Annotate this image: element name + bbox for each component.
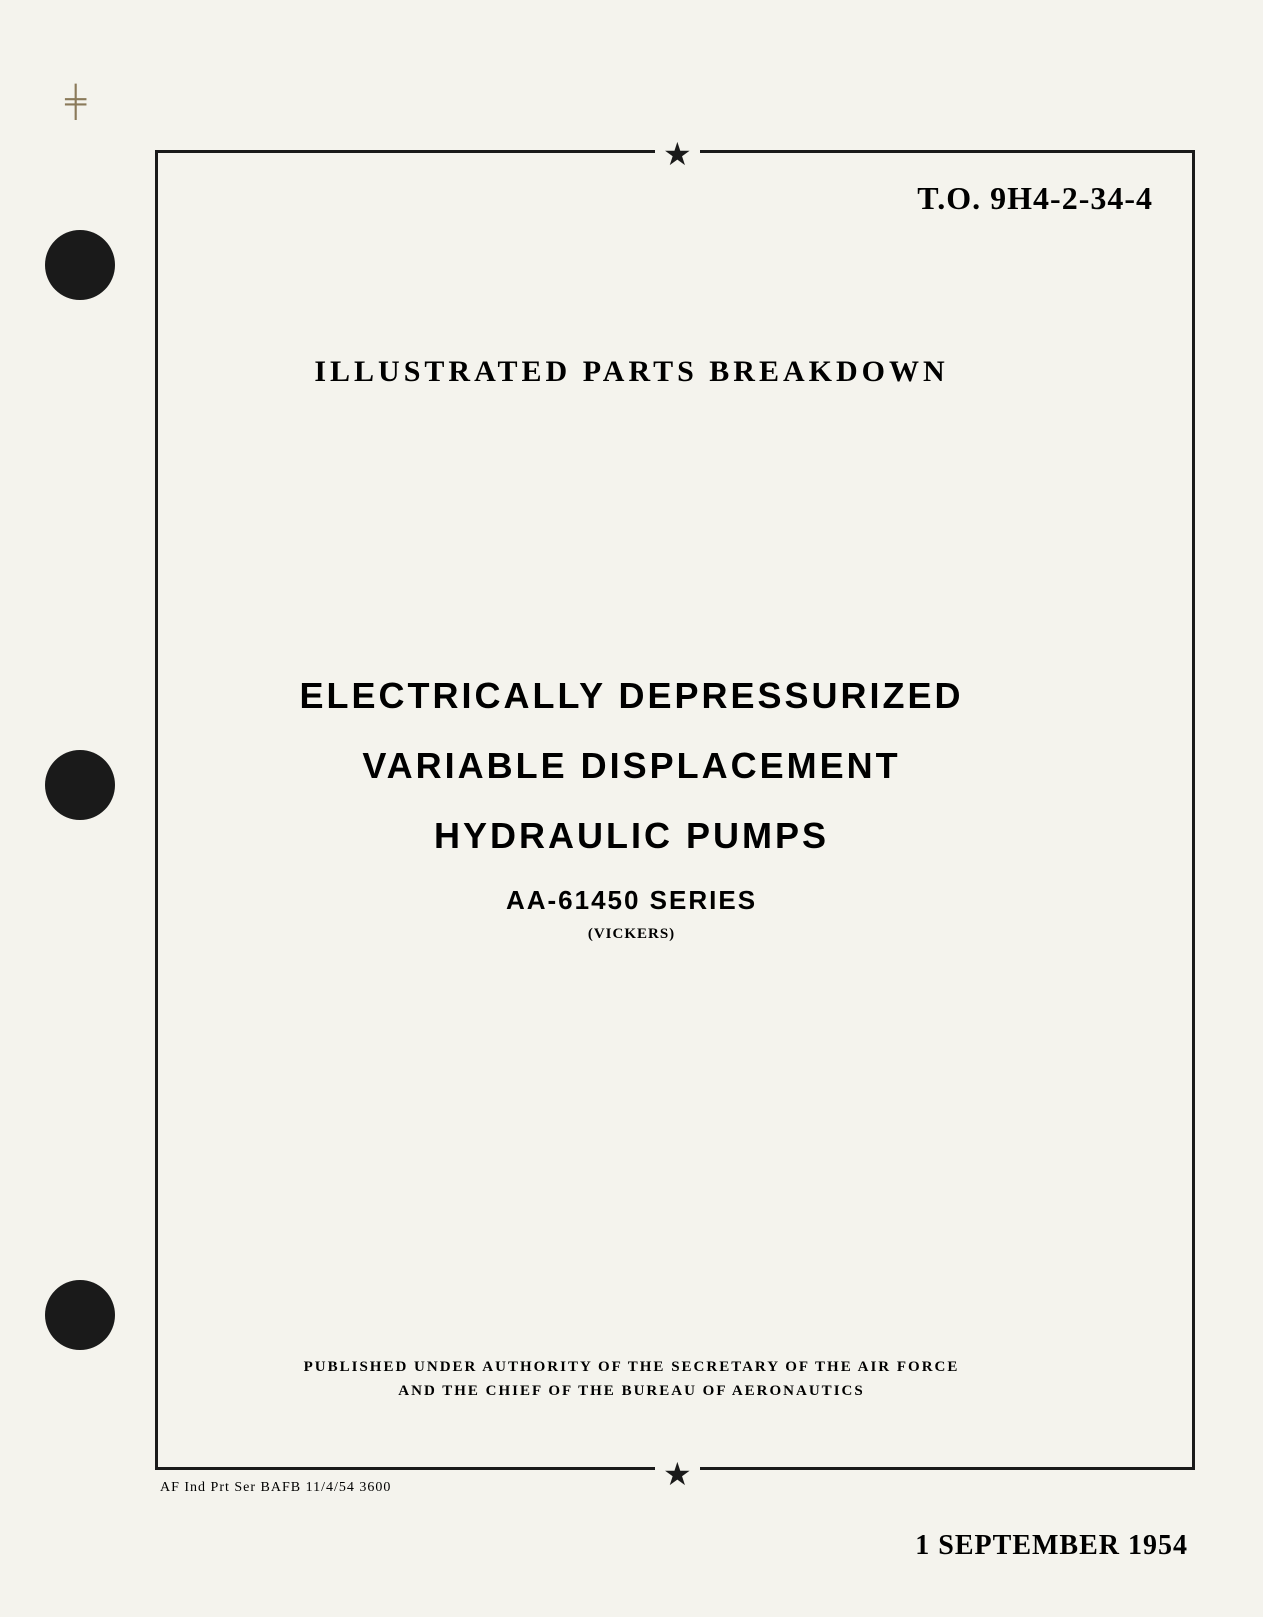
title-line: HYDRAULIC PUMPS	[232, 815, 1032, 857]
title-line: ELECTRICALLY DEPRESSURIZED	[232, 675, 1032, 717]
authority-text: AND THE CHIEF OF THE BUREAU OF AERONAUTI…	[207, 1379, 1057, 1403]
title-line: VARIABLE DISPLACEMENT	[232, 745, 1032, 787]
document-type-heading: ILLUSTRATED PARTS BREAKDOWN	[314, 355, 948, 389]
series-number: AA-61450 SERIES	[232, 885, 1032, 916]
star-icon: ★	[655, 1455, 700, 1493]
publication-date: 1 SEPTEMBER 1954	[915, 1530, 1188, 1562]
print-service-info: AF Ind Prt Ser BAFB 11/4/54 3600	[160, 1480, 391, 1496]
star-icon: ★	[655, 135, 700, 173]
technical-order-number: T.O. 9H4-2-34-4	[917, 180, 1153, 217]
punch-hole-icon	[45, 1280, 115, 1350]
document-page: ╪ ★ ★ T.O. 9H4-2-34-4 ILLUSTRATED PARTS …	[0, 0, 1263, 1617]
publishing-authority: PUBLISHED UNDER AUTHORITY OF THE SECRETA…	[207, 1355, 1057, 1403]
main-title-block: ELECTRICALLY DEPRESSURIZED VARIABLE DISP…	[232, 675, 1032, 943]
punch-hole-icon	[45, 750, 115, 820]
staple-mark: ╪	[65, 85, 95, 135]
manufacturer-name: (VICKERS)	[232, 926, 1032, 943]
punch-hole-icon	[45, 230, 115, 300]
authority-text: PUBLISHED UNDER AUTHORITY OF THE SECRETA…	[207, 1355, 1057, 1379]
